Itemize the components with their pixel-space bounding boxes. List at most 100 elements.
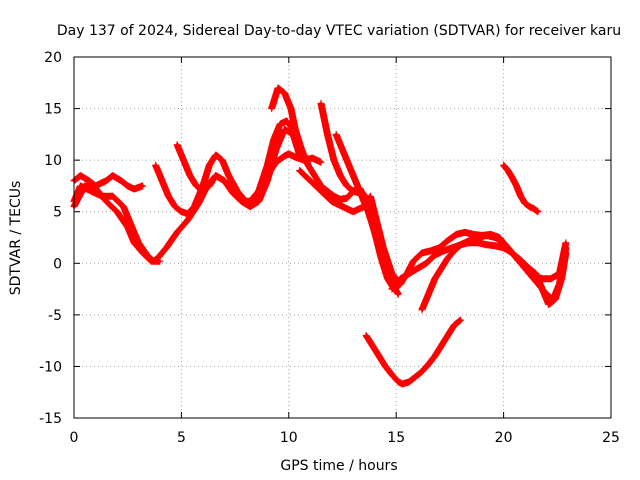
data-point <box>175 143 179 147</box>
y-tick-label: -10 <box>39 359 62 375</box>
data-point <box>463 230 467 234</box>
data-point <box>332 194 336 198</box>
data-point <box>396 380 400 384</box>
axis-ticks: 0 5 10 15 20 25 -15 -10 -5 0 5 10 15 20 <box>39 50 620 446</box>
x-axis-label: GPS time / hours <box>280 458 397 474</box>
data-point <box>407 380 411 384</box>
data-point <box>164 246 168 250</box>
data-point <box>257 199 261 203</box>
x-tick-label: 20 <box>495 430 513 446</box>
data-point <box>287 152 291 156</box>
data-point <box>414 375 418 379</box>
data-point <box>332 158 336 162</box>
data-point <box>141 251 145 255</box>
data-point <box>390 287 394 291</box>
grid-lines <box>74 57 611 418</box>
data-point <box>289 107 293 111</box>
data-point <box>536 282 540 286</box>
data-point <box>420 251 424 255</box>
data-point <box>476 241 480 245</box>
data-point <box>341 205 344 209</box>
y-tick-label: 15 <box>44 102 62 118</box>
data-point <box>194 184 198 188</box>
data-point <box>523 201 527 205</box>
data-point <box>364 333 368 337</box>
data-point <box>104 199 108 203</box>
data-point <box>308 179 312 183</box>
data-point <box>192 205 196 209</box>
data-point <box>220 158 224 162</box>
data-point <box>398 277 402 281</box>
data-point <box>366 210 370 214</box>
data-point <box>381 246 385 250</box>
data-point <box>472 232 476 236</box>
data-point <box>104 179 108 183</box>
data-point <box>373 230 377 234</box>
data-point <box>283 154 287 158</box>
data-point <box>132 241 136 245</box>
data-point <box>119 179 123 183</box>
data-point <box>338 197 342 201</box>
data-point <box>390 373 394 377</box>
data-point <box>173 205 177 209</box>
data-point <box>115 210 119 214</box>
data-point <box>446 333 450 337</box>
data-point <box>476 236 480 239</box>
y-tick-label: 5 <box>53 205 62 221</box>
data-point <box>149 259 153 263</box>
data-point <box>368 194 372 198</box>
data-point <box>452 323 456 327</box>
data-point <box>416 266 420 270</box>
x-tick-label: 15 <box>387 430 405 446</box>
data-point <box>293 155 297 159</box>
data-point <box>270 107 274 111</box>
data-point <box>87 179 91 183</box>
data-points <box>70 84 570 388</box>
data-point <box>433 277 437 281</box>
data-point <box>227 174 231 178</box>
data-point <box>319 160 323 164</box>
data-point <box>334 132 338 136</box>
data-point <box>298 168 302 172</box>
data-point <box>132 187 136 191</box>
data-point <box>201 189 205 193</box>
series-arc-k <box>418 231 570 314</box>
data-point <box>564 246 568 250</box>
data-point <box>506 168 510 172</box>
data-point <box>274 148 278 152</box>
data-point <box>182 158 186 162</box>
data-point <box>426 362 430 366</box>
data-point <box>276 86 280 90</box>
data-point <box>564 241 568 245</box>
y-tick-label: -5 <box>48 308 62 324</box>
data-point <box>188 174 192 178</box>
y-tick-label: 10 <box>44 153 62 169</box>
data-point <box>353 179 357 183</box>
data-point <box>293 127 297 131</box>
data-point <box>390 272 394 276</box>
data-point <box>362 205 366 209</box>
data-point <box>519 194 523 198</box>
data-point <box>111 194 115 198</box>
data-point <box>235 189 239 193</box>
data-point <box>467 239 471 243</box>
data-point <box>452 249 456 253</box>
data-point <box>330 199 334 203</box>
data-point <box>527 205 531 209</box>
data-point <box>345 184 349 188</box>
data-point <box>396 292 400 296</box>
data-point <box>426 292 430 296</box>
x-tick-label: 5 <box>177 430 186 446</box>
data-point <box>514 184 518 188</box>
series-arc-l <box>362 316 465 388</box>
data-point <box>519 261 523 265</box>
data-point <box>319 101 323 105</box>
data-point <box>446 239 450 243</box>
data-point <box>154 163 158 167</box>
data-point <box>78 174 82 178</box>
data-point <box>437 246 441 250</box>
data-point <box>484 233 488 237</box>
data-point <box>175 230 179 234</box>
y-tick-label: 0 <box>53 256 62 272</box>
